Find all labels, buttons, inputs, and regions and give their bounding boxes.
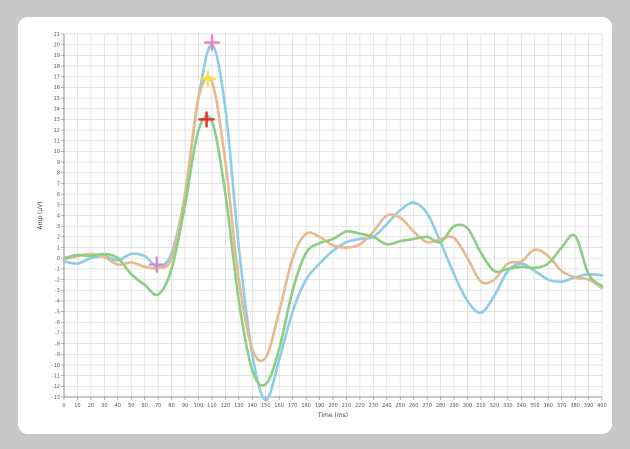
- y-tick-label: -8: [55, 341, 60, 347]
- y-tick-label: -13: [52, 395, 60, 401]
- x-tick-label: 250: [395, 403, 405, 409]
- x-tick-label: 310: [476, 403, 486, 409]
- chart-axes: [61, 33, 603, 400]
- y-tick-label: -5: [55, 309, 60, 315]
- y-tick-label: 14: [54, 107, 60, 113]
- y-tick-label: 13: [54, 117, 60, 123]
- y-tick-label: -2: [55, 277, 60, 283]
- chart-markers: [148, 34, 221, 273]
- x-tick-label: 50: [128, 403, 134, 409]
- line-chart: 0 10 20 30 40 50 60 70 80 90 100 110 120 130 140 150 160…: [37, 32, 607, 419]
- y-tick-label: 2: [57, 235, 60, 241]
- y-tick-label: 1: [57, 245, 60, 251]
- y-tick-label: -12: [52, 384, 60, 390]
- x-tick-label: 60: [142, 403, 148, 409]
- y-tick-label: 10: [54, 149, 60, 155]
- y-tick-label: -7: [55, 331, 60, 337]
- y-tick-label: 19: [54, 53, 60, 59]
- chart-grid: [63, 33, 603, 398]
- y-tick-label: 6: [57, 192, 60, 198]
- x-tick-label: 90: [182, 403, 188, 409]
- y-axis-title: Amp (μV): [37, 201, 44, 229]
- x-tick-label: 150: [261, 403, 271, 409]
- x-tick-label: 30: [101, 403, 107, 409]
- x-tick-label: 130: [234, 403, 244, 409]
- x-tick-label: 170: [288, 403, 298, 409]
- x-tick-label: 330: [503, 403, 513, 409]
- y-tick-label: 9: [57, 160, 60, 166]
- x-tick-label: 280: [436, 403, 446, 409]
- x-tick-label: 290: [449, 403, 459, 409]
- x-tick-label: 110: [207, 403, 217, 409]
- y-tick-label: 15: [54, 96, 60, 102]
- y-tick-label: 18: [54, 64, 60, 70]
- y-tick-label: 11: [54, 139, 60, 145]
- y-tick-label: -11: [52, 373, 60, 379]
- peak-marker-2: [203, 34, 221, 51]
- x-tick-label: 260: [409, 403, 419, 409]
- x-tick-label: 40: [115, 403, 121, 409]
- y-tick-label: 17: [54, 75, 60, 81]
- y-tick-label: -1: [55, 267, 60, 273]
- x-tick-label: 10: [74, 403, 80, 409]
- x-tick-label: 340: [517, 403, 527, 409]
- y-tick-label: 8: [57, 171, 60, 177]
- x-tick-label: 80: [168, 403, 174, 409]
- x-tick-label: 120: [221, 403, 231, 409]
- x-tick-label: 350: [530, 403, 540, 409]
- series-line-3: [62, 114, 604, 387]
- x-tick-label: 370: [557, 403, 567, 409]
- x-axis-title: Time (ms): [317, 412, 348, 419]
- y-tick-label: 7: [57, 181, 60, 187]
- x-tick-label: 20: [88, 403, 94, 409]
- x-tick-label: 230: [369, 403, 379, 409]
- x-tick-label: 140: [248, 403, 258, 409]
- x-tick-label: 320: [490, 403, 500, 409]
- tick-labels: 0 10 20 30 40 50 60 70 80 90 100 110 120 130 140 150 160…: [52, 32, 607, 409]
- peak-marker-3: [199, 70, 217, 88]
- y-tick-label: -10: [52, 363, 60, 369]
- x-tick-label: 210: [342, 403, 352, 409]
- x-tick-label: 100: [194, 403, 204, 409]
- x-tick-label: 0: [62, 403, 65, 409]
- y-tick-label: -4: [55, 299, 60, 305]
- x-tick-label: 300: [463, 403, 473, 409]
- chart-panel: 0 10 20 30 40 50 60 70 80 90 100 110 120 130 140 150 160…: [18, 17, 612, 434]
- x-tick-label: 160: [274, 403, 284, 409]
- y-tick-label: 16: [54, 85, 60, 91]
- peak-marker-4: [198, 111, 215, 128]
- y-tick-label: 20: [54, 42, 60, 48]
- x-tick-label: 70: [155, 403, 161, 409]
- x-tick-label: 270: [422, 403, 432, 409]
- x-tick-label: 360: [543, 403, 553, 409]
- x-tick-label: 380: [570, 403, 580, 409]
- x-tick-label: 220: [355, 403, 365, 409]
- y-tick-label: 3: [57, 224, 60, 230]
- x-tick-label: 390: [584, 403, 594, 409]
- y-tick-label: 12: [54, 128, 60, 134]
- y-tick-label: -9: [55, 352, 60, 358]
- x-tick-label: 190: [315, 403, 325, 409]
- x-tick-label: 400: [597, 403, 607, 409]
- x-tick-label: 180: [301, 403, 311, 409]
- x-tick-label: 200: [328, 403, 338, 409]
- y-tick-label: 0: [57, 256, 60, 262]
- y-tick-label: 5: [57, 203, 60, 209]
- y-tick-label: -6: [55, 320, 60, 326]
- peak-marker-1: [148, 256, 166, 273]
- y-tick-label: -3: [55, 288, 60, 294]
- y-tick-label: 4: [57, 213, 60, 219]
- x-tick-label: 240: [382, 403, 392, 409]
- y-tick-label: 21: [54, 32, 60, 38]
